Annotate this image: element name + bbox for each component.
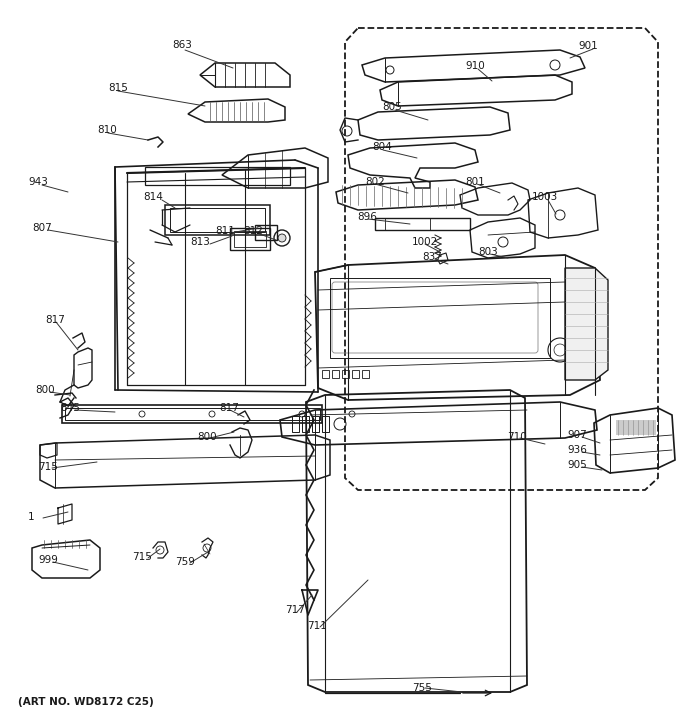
Text: 755: 755 — [412, 683, 432, 693]
Text: 999: 999 — [38, 555, 58, 565]
Text: 837: 837 — [422, 252, 442, 262]
Text: 817: 817 — [45, 315, 65, 325]
Text: 1: 1 — [28, 512, 35, 522]
Text: 814: 814 — [143, 192, 163, 202]
Text: 817: 817 — [219, 403, 239, 413]
Text: 905: 905 — [567, 460, 587, 470]
Text: 715: 715 — [132, 552, 152, 562]
Text: 801: 801 — [465, 177, 485, 187]
Bar — [145, 167, 290, 185]
Text: 907: 907 — [567, 430, 587, 440]
Text: 936: 936 — [567, 445, 587, 455]
Text: 717: 717 — [285, 605, 305, 615]
Circle shape — [278, 234, 286, 242]
Text: 759: 759 — [175, 557, 195, 567]
Text: 802: 802 — [365, 177, 385, 187]
Text: 901: 901 — [578, 41, 598, 51]
Text: 803: 803 — [478, 247, 498, 257]
Text: 805: 805 — [382, 102, 402, 112]
Bar — [170, 208, 265, 232]
Text: 715: 715 — [38, 462, 58, 472]
Text: 800: 800 — [197, 432, 217, 442]
Text: (ART NO. WD8172 C25): (ART NO. WD8172 C25) — [18, 697, 154, 707]
Bar — [330, 278, 550, 358]
Text: 710: 710 — [507, 432, 527, 442]
Text: 1003: 1003 — [532, 192, 558, 202]
Bar — [362, 370, 369, 378]
Bar — [230, 228, 270, 250]
Bar — [322, 416, 329, 432]
Text: 711: 711 — [307, 621, 327, 631]
Text: 815: 815 — [108, 83, 128, 93]
Text: 800: 800 — [35, 385, 54, 395]
Text: 813: 813 — [190, 237, 210, 247]
Bar — [312, 416, 319, 432]
Text: 943: 943 — [28, 177, 48, 187]
Text: 812: 812 — [243, 226, 263, 236]
Bar — [302, 416, 309, 432]
Bar — [332, 370, 339, 378]
Bar — [616, 420, 656, 435]
Bar — [65, 408, 320, 420]
Text: 807: 807 — [32, 223, 52, 233]
Bar — [322, 370, 329, 378]
Text: 804: 804 — [372, 142, 392, 152]
Bar — [62, 405, 322, 423]
Bar — [375, 218, 470, 230]
Bar — [165, 205, 270, 235]
Text: 810: 810 — [97, 125, 117, 135]
Text: 910: 910 — [465, 61, 485, 71]
Text: 863: 863 — [172, 40, 192, 50]
Text: 1002: 1002 — [412, 237, 438, 247]
Bar — [292, 416, 299, 432]
Bar — [255, 225, 277, 240]
Bar — [352, 370, 359, 378]
Text: 896: 896 — [357, 212, 377, 222]
Bar — [234, 231, 266, 247]
Text: 811: 811 — [215, 226, 235, 236]
Polygon shape — [565, 268, 608, 380]
Text: 845: 845 — [60, 403, 80, 413]
Bar — [342, 370, 349, 378]
